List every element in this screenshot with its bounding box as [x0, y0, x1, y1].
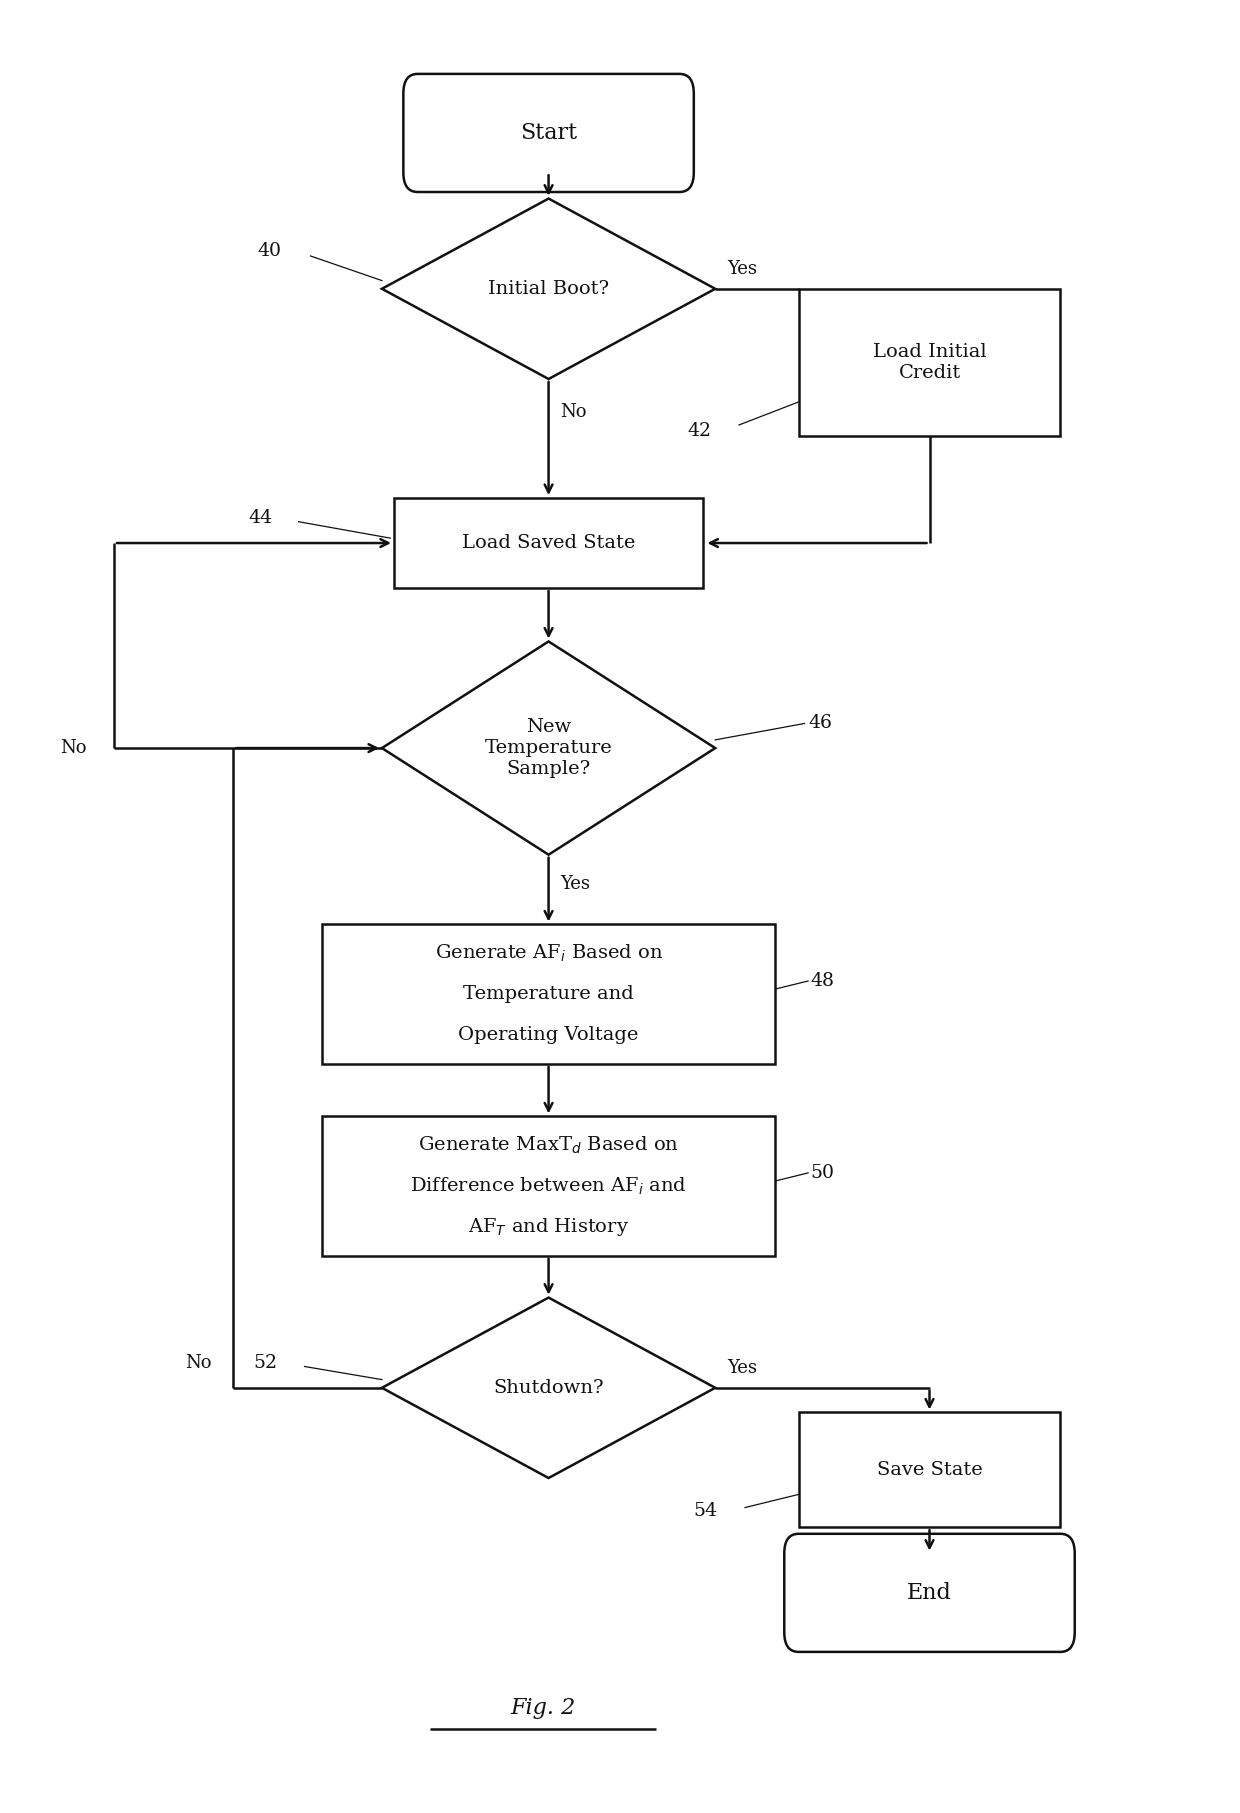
- Text: 54: 54: [694, 1501, 718, 1519]
- Bar: [322, 925, 775, 1064]
- Text: Temperature and: Temperature and: [464, 984, 634, 1003]
- FancyBboxPatch shape: [403, 74, 694, 192]
- Text: Yes: Yes: [560, 876, 590, 894]
- Polygon shape: [382, 642, 715, 854]
- Text: Start: Start: [520, 121, 577, 143]
- Text: 50: 50: [811, 1164, 835, 1182]
- Bar: [394, 499, 703, 587]
- Bar: [322, 1117, 775, 1256]
- Polygon shape: [382, 1298, 715, 1478]
- FancyBboxPatch shape: [784, 1534, 1075, 1652]
- Text: Yes: Yes: [727, 1360, 758, 1378]
- Text: Operating Voltage: Operating Voltage: [459, 1026, 639, 1044]
- Text: 42: 42: [688, 422, 712, 441]
- Text: Difference between AF$_i$ and: Difference between AF$_i$ and: [410, 1175, 687, 1197]
- Text: New
Temperature
Sample?: New Temperature Sample?: [485, 718, 613, 778]
- Text: Generate AF$_i$ Based on: Generate AF$_i$ Based on: [434, 943, 662, 965]
- Text: 52: 52: [253, 1354, 278, 1372]
- Bar: [799, 288, 1060, 437]
- Bar: [799, 1412, 1060, 1527]
- Text: 44: 44: [248, 509, 273, 528]
- Text: No: No: [560, 402, 587, 421]
- Text: Save State: Save State: [877, 1461, 982, 1479]
- Text: Load Saved State: Load Saved State: [461, 535, 635, 551]
- Polygon shape: [382, 199, 715, 379]
- Text: 40: 40: [257, 243, 281, 259]
- Text: No: No: [186, 1354, 212, 1372]
- Text: Generate MaxT$_d$ Based on: Generate MaxT$_d$ Based on: [418, 1135, 680, 1155]
- Text: 48: 48: [811, 972, 835, 990]
- Text: Initial Boot?: Initial Boot?: [489, 279, 609, 297]
- Text: 46: 46: [808, 714, 832, 732]
- Text: Yes: Yes: [727, 259, 758, 277]
- Text: Load Initial
Credit: Load Initial Credit: [873, 343, 986, 383]
- Text: Fig. 2: Fig. 2: [510, 1697, 575, 1719]
- Text: End: End: [908, 1583, 952, 1605]
- Text: Shutdown?: Shutdown?: [494, 1380, 604, 1396]
- Text: No: No: [61, 740, 87, 758]
- Text: AF$_T$ and History: AF$_T$ and History: [467, 1217, 629, 1238]
